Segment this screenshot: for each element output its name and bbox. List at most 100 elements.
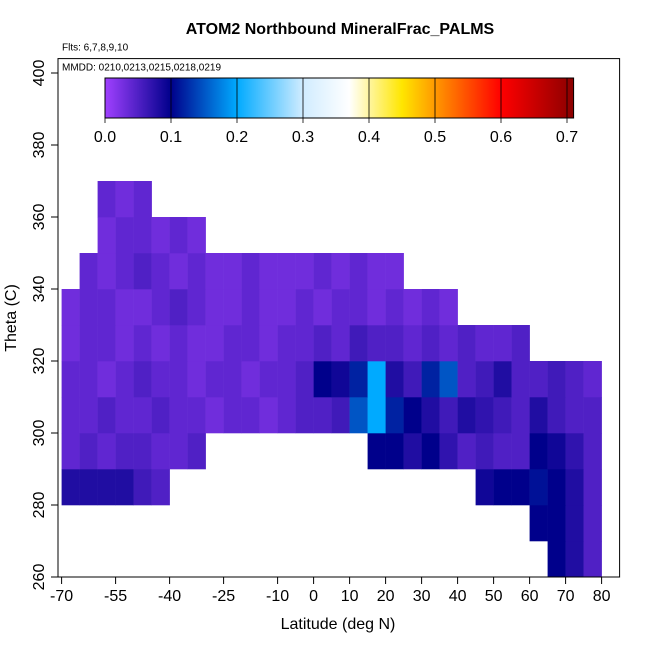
heat-cell (169, 253, 188, 290)
heat-cell (151, 361, 170, 398)
heat-cell (259, 289, 278, 326)
heat-cell (79, 325, 98, 362)
heat-cell (421, 397, 440, 434)
subtitle: Flts: 6,7,8,9,10 (62, 43, 129, 54)
heat-cell (241, 397, 260, 434)
heat-cell (313, 325, 332, 362)
heat-cell (61, 325, 80, 362)
heat-cell (151, 469, 170, 506)
heat-cell (439, 397, 458, 434)
x-tick-label: -10 (266, 588, 289, 605)
heat-cell (151, 397, 170, 434)
heat-cell (457, 361, 476, 398)
heat-cell (205, 289, 224, 326)
heat-cell (115, 361, 134, 398)
heat-cell (313, 289, 332, 326)
heat-cell (313, 361, 332, 398)
x-tick-label: 30 (413, 588, 431, 605)
heat-cell (277, 397, 296, 434)
heat-cell (565, 433, 584, 470)
x-tick-label: -25 (212, 588, 235, 605)
heat-cell (277, 361, 296, 398)
heat-cell (547, 397, 566, 434)
x-tick-label: 50 (485, 588, 503, 605)
heat-cell (457, 325, 476, 362)
heat-cell (223, 289, 242, 326)
heat-cell (403, 325, 422, 362)
heat-cell (547, 361, 566, 398)
heat-cell (331, 289, 350, 326)
heat-cell (169, 397, 188, 434)
heat-cell (403, 361, 422, 398)
heat-cell (421, 289, 440, 326)
heat-cell (241, 325, 260, 362)
heat-cell (115, 253, 134, 290)
heat-cell (187, 397, 206, 434)
y-tick-label: 400 (31, 60, 48, 87)
heat-cell (187, 433, 206, 470)
annotation: MMDD: 0210,0213,0215,0218,0219 (62, 63, 221, 74)
colorbar (104, 77, 575, 119)
heat-cell (331, 325, 350, 362)
heat-cell (547, 505, 566, 542)
heat-cell (349, 397, 368, 434)
heat-cell (331, 361, 350, 398)
heat-cell (367, 361, 386, 398)
heat-cell (205, 361, 224, 398)
heat-cell (529, 361, 548, 398)
heat-cell (367, 397, 386, 434)
heat-cell (349, 361, 368, 398)
heat-cell (385, 397, 404, 434)
colorbar-tick-label: 0.2 (226, 129, 248, 146)
heat-cell (295, 289, 314, 326)
x-tick-label: -40 (158, 588, 181, 605)
y-tick-label: 360 (31, 204, 48, 231)
heat-cell (547, 541, 566, 578)
heat-cell (205, 397, 224, 434)
heat-cell (97, 433, 116, 470)
heat-cell (241, 253, 260, 290)
x-tick-label: 0 (309, 588, 318, 605)
y-tick-label: 340 (31, 276, 48, 303)
heat-cell (529, 469, 548, 506)
heat-cell (529, 433, 548, 470)
heat-cell (79, 361, 98, 398)
heat-cell (151, 325, 170, 362)
x-tick-label: 70 (557, 588, 575, 605)
heat-cell (349, 325, 368, 362)
heat-cell (511, 469, 530, 506)
heat-cell (223, 361, 242, 398)
chart-title: ATOM2 Northbound MineralFrac_PALMS (186, 21, 495, 38)
heat-cell (97, 217, 116, 254)
heat-cell (583, 361, 602, 398)
heat-cell (97, 181, 116, 218)
x-tick-label: 80 (593, 588, 611, 605)
heat-cell (259, 325, 278, 362)
heat-cell (493, 469, 512, 506)
heat-cell (511, 361, 530, 398)
heat-cell (475, 433, 494, 470)
heat-cell (223, 325, 242, 362)
heat-cell (241, 289, 260, 326)
heat-cell (277, 253, 296, 290)
heat-cell (565, 469, 584, 506)
heat-cell (493, 397, 512, 434)
heat-cell (133, 217, 152, 254)
heat-cell (97, 469, 116, 506)
heat-cell (151, 217, 170, 254)
heat-cell (403, 289, 422, 326)
heat-cell (79, 469, 98, 506)
heat-cell (331, 397, 350, 434)
heat-cell (277, 289, 296, 326)
heat-cell (439, 289, 458, 326)
heat-cell (547, 433, 566, 470)
heat-cell (367, 253, 386, 290)
heat-cell (187, 253, 206, 290)
x-tick-label: 10 (341, 588, 359, 605)
heat-cell (133, 289, 152, 326)
heat-cell (79, 253, 98, 290)
heat-cell (169, 361, 188, 398)
y-tick-label: 260 (31, 564, 48, 591)
heat-cell (403, 433, 422, 470)
heat-cell (169, 433, 188, 470)
